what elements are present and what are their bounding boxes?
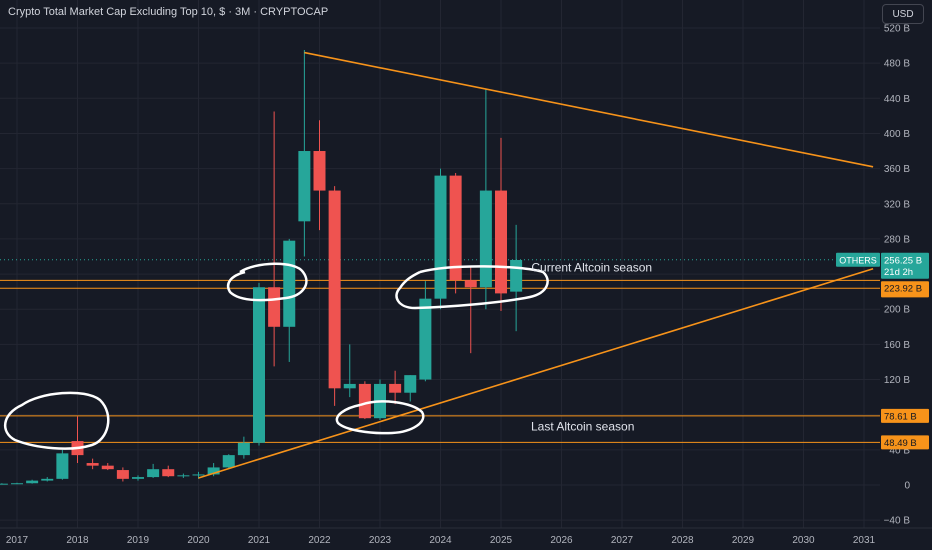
time-axis-bg: [0, 528, 932, 550]
marker-circle-2023: [335, 400, 425, 435]
candle-body: [86, 463, 99, 466]
candle-body: [479, 190, 492, 288]
level-badge: [881, 435, 929, 450]
candle-body: [132, 477, 144, 479]
marker-circle-2021: [226, 262, 308, 302]
x-tick-label: 2018: [66, 535, 89, 546]
y-tick-label: 320 B: [884, 199, 910, 210]
candle-body: [495, 190, 507, 294]
trend-line: [198, 268, 874, 479]
time-axis[interactable]: 2017 2018 2019 2020 2021 2022 2023 2024 2025 2026…: [0, 527, 932, 550]
x-tick-label: 2025: [490, 535, 513, 546]
y-tick-label: 400 B: [884, 129, 910, 140]
candle-body: [222, 455, 235, 468]
candle-body: [237, 442, 250, 456]
candle-body: [116, 470, 129, 479]
candle-body: [41, 478, 54, 481]
candle-body: [389, 383, 402, 393]
candle-body: [268, 287, 281, 327]
x-tick-label: 2028: [671, 535, 694, 546]
trend-lines: [198, 51, 874, 479]
x-tick-label: 2026: [550, 535, 573, 546]
candle-body: [434, 175, 447, 299]
x-tick-label: 2019: [127, 535, 150, 546]
candle-body: [26, 480, 39, 484]
y-tick-label: 120 B: [884, 375, 910, 386]
candle-body: [192, 474, 205, 476]
candle-body: [328, 190, 341, 389]
level-badge: [881, 408, 929, 423]
x-tick-label: 2022: [308, 535, 331, 546]
y-tick-label: 160 B: [884, 340, 910, 351]
y-tick-label: 280 B: [884, 234, 910, 245]
x-tick-label: 2023: [369, 535, 392, 546]
level-badge: [881, 281, 929, 296]
text-annotations: Current Altcoin season Last Altcoin seaso…: [531, 260, 652, 433]
candle-body: [510, 260, 523, 292]
candle-body: [358, 383, 371, 419]
candle-body: [101, 465, 114, 470]
x-tick-label: 2027: [611, 535, 634, 546]
level-badge-label: 48.49 B: [884, 438, 917, 449]
chart-title: Crypto Total Market Cap Excluding Top 10…: [8, 6, 329, 18]
price-badge-value: 256.25 B: [884, 255, 922, 266]
x-tick-label: 2020: [187, 535, 210, 546]
annotation-text: Current Altcoin season: [531, 260, 652, 274]
y-tick-label: 360 B: [884, 164, 910, 175]
y-tick-label: 440 B: [884, 94, 910, 105]
y-tick-label: 40 B: [889, 445, 910, 456]
candle-body: [313, 151, 326, 191]
currency-button[interactable]: USD: [882, 4, 924, 24]
symbol-badge: [836, 252, 880, 267]
symbol-badge-label: OTHERS: [839, 255, 877, 265]
candle-body: [283, 240, 296, 327]
candle-body: [177, 475, 190, 477]
candle-body: [419, 298, 432, 380]
y-tick-label: 480 B: [884, 59, 910, 70]
marker-circle-2018: [4, 391, 110, 450]
price-badge: [881, 252, 929, 279]
level-badge-label: 78.61 B: [884, 411, 917, 422]
y-tick-label: −40 B: [884, 516, 911, 527]
candle-body: [162, 469, 175, 477]
y-tick-label: 200 B: [884, 305, 910, 316]
x-tick-label: 2030: [792, 535, 815, 546]
candle-body: [449, 175, 462, 281]
candle-body: [0, 483, 8, 485]
hand-drawn-markers: [4, 262, 549, 450]
price-badge-countdown: 21d 2h: [884, 267, 913, 278]
candle-body: [207, 467, 220, 475]
candle-body: [253, 287, 265, 443]
candle-body: [147, 469, 160, 478]
y-tick-label: 520 B: [884, 23, 910, 34]
candle-body: [298, 151, 311, 222]
candle-body: [56, 453, 69, 479]
candle-body: [404, 375, 417, 393]
x-tick-label: 2029: [732, 535, 755, 546]
y-tick-label: 0: [904, 481, 910, 492]
x-tick-label: 2031: [853, 535, 876, 546]
level-badge-label: 223.92 B: [884, 284, 922, 295]
x-tick-label: 2017: [6, 535, 29, 546]
trend-line: [304, 51, 874, 168]
annotation-text: Last Altcoin season: [531, 420, 634, 434]
x-tick-label: 2024: [429, 535, 452, 546]
candle-body: [464, 280, 477, 288]
candle-body: [343, 383, 356, 389]
marker-circle-2025: [395, 265, 549, 310]
candle-body: [11, 483, 23, 485]
x-tick-label: 2021: [248, 535, 271, 546]
